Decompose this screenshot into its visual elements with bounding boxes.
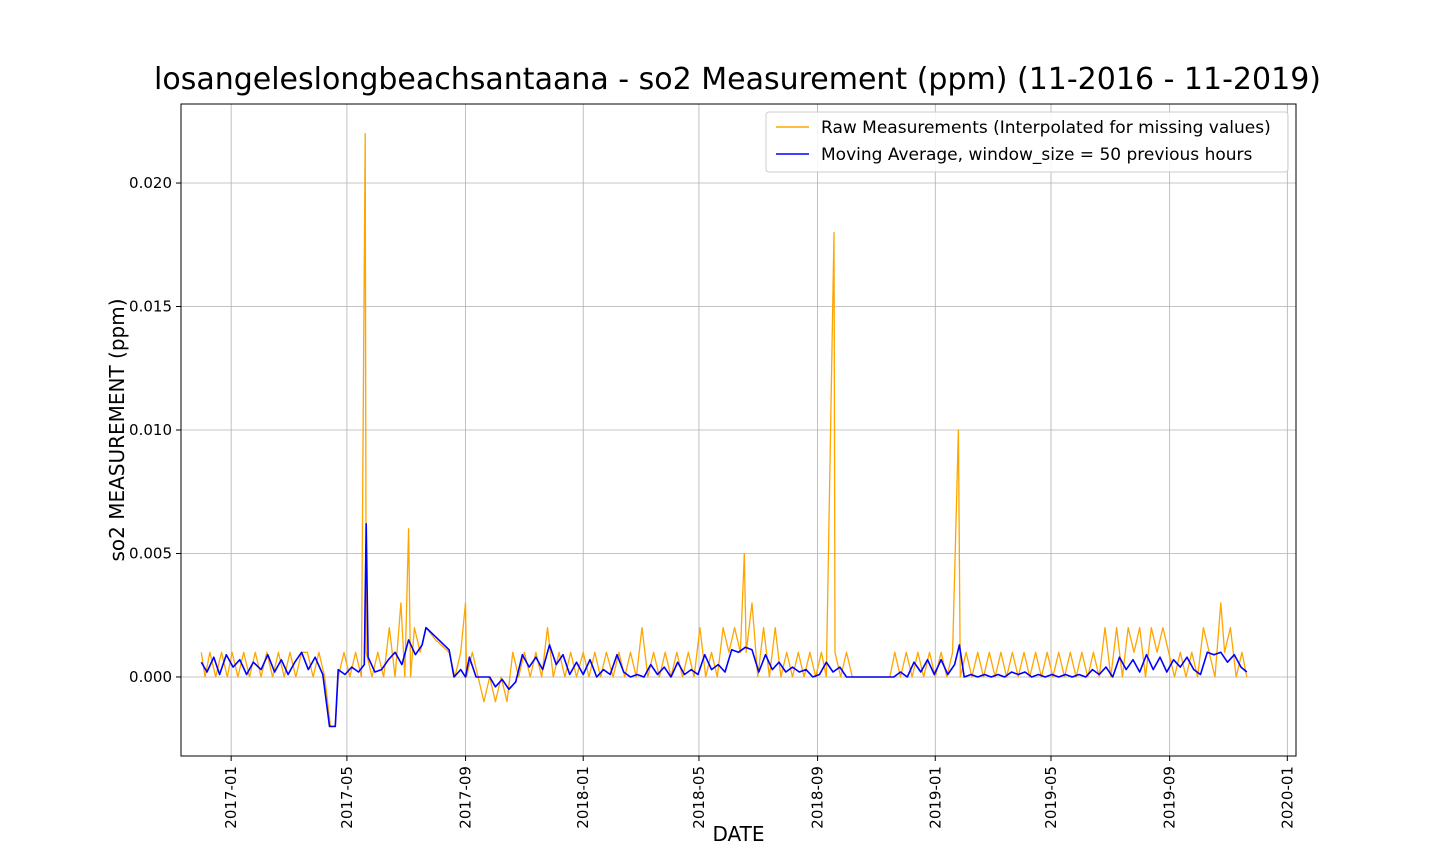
x-tick-label: 2017-09 — [457, 766, 475, 829]
y-axis-label: so2 MEASUREMENT (ppm) — [105, 298, 129, 561]
y-tick-label: 0.000 — [129, 668, 172, 686]
chart-title: losangeleslongbeachsantaana - so2 Measur… — [154, 62, 1321, 97]
x-tick-label: 2018-09 — [809, 766, 827, 829]
x-tick-label: 2017-01 — [222, 766, 240, 829]
x-tick-label: 2018-05 — [690, 766, 708, 829]
legend: Raw Measurements (Interpolated for missi… — [765, 111, 1289, 173]
y-tick-label: 0.020 — [129, 174, 172, 192]
legend-box — [765, 111, 1289, 173]
y-tick-label: 0.005 — [129, 544, 172, 562]
x-tick-label: 2019-05 — [1042, 766, 1060, 829]
x-tick-label: 2020-01 — [1278, 766, 1296, 829]
y-tick-label: 0.010 — [129, 421, 172, 439]
series-line-raw — [200, 132, 1248, 728]
grid-layer — [181, 104, 1296, 756]
series-line-moving-average — [200, 523, 1248, 728]
series-layer — [200, 132, 1248, 728]
x-tick-label: 2017-05 — [338, 766, 356, 829]
y-tick-label: 0.015 — [129, 298, 172, 316]
legend-label-raw: Raw Measurements (Interpolated for missi… — [821, 118, 1271, 138]
x-tick-label: 2019-09 — [1161, 766, 1179, 829]
x-tick-label: 2019-01 — [926, 766, 944, 829]
ticks-layer: 2017-01 2017-05 2017-09 2018-01 2018-05 2018-… — [129, 174, 1296, 829]
x-tick-label: 2018-01 — [574, 766, 592, 829]
legend-label-moving-average: Moving Average, window_size = 50 previou… — [821, 145, 1253, 165]
x-axis-label: DATE — [712, 822, 764, 846]
